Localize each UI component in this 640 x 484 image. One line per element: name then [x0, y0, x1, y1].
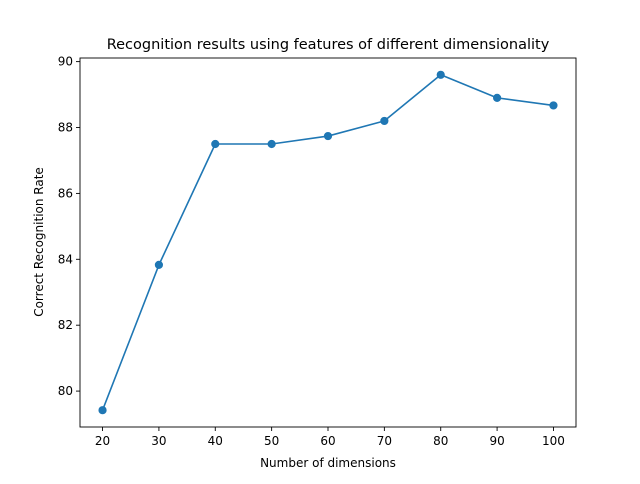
- data-point: [436, 70, 445, 79]
- data-point: [380, 116, 389, 126]
- y-tick-label: 86: [58, 186, 73, 200]
- y-tick-label: 80: [58, 384, 73, 398]
- x-tick-label: 30: [151, 434, 166, 448]
- x-tick-label: 20: [95, 434, 110, 448]
- plot-area: 20 30 40 50 60 70 80 90 100 80 82 84 86 88 90: [58, 55, 577, 448]
- data-point: [323, 131, 333, 141]
- y-tick-label: 82: [58, 318, 73, 332]
- data-point: [154, 260, 164, 270]
- data-point: [549, 101, 558, 110]
- x-tick-label: 50: [264, 434, 279, 448]
- x-tick-label: 40: [208, 434, 223, 448]
- x-tick-label: 100: [542, 434, 565, 448]
- y-tick-label: 88: [58, 121, 73, 135]
- y-tick-label: 84: [58, 252, 73, 266]
- x-tick-label: 70: [377, 434, 392, 448]
- x-tick-label: 80: [433, 434, 448, 448]
- x-tick-label: 60: [320, 434, 335, 448]
- data-point: [267, 139, 276, 149]
- data-point: [211, 139, 220, 149]
- x-tick-label: 90: [489, 434, 504, 448]
- chart-title: Recognition results using features of di…: [107, 37, 550, 53]
- y-tick-label: 90: [58, 55, 73, 69]
- x-axis-label: Number of dimensions: [260, 456, 396, 470]
- data-point: [98, 406, 107, 415]
- y-axis-label: Correct Recognition Rate: [32, 167, 46, 317]
- data-point: [492, 93, 502, 102]
